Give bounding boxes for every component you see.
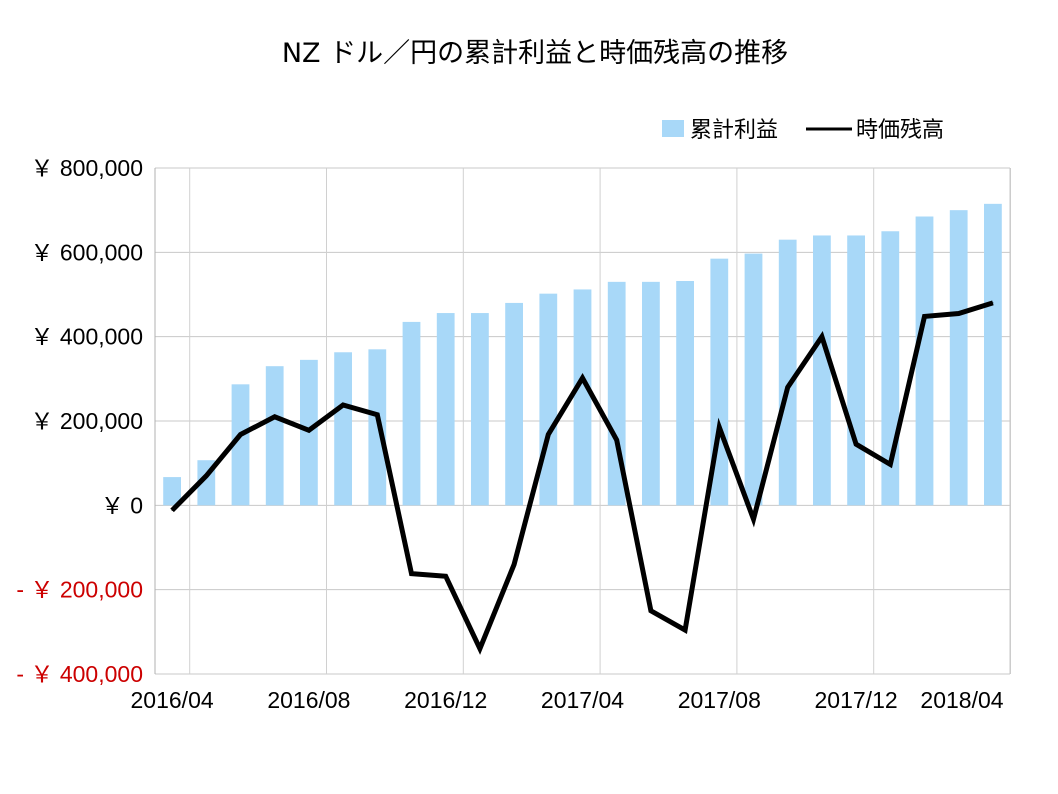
y-tick-label: ￥ 0 <box>101 492 143 518</box>
point-market-value <box>205 475 207 477</box>
y-tick-label: ￥ 800,000 <box>30 155 143 181</box>
point-market-value <box>684 629 686 631</box>
point-market-value <box>513 563 515 565</box>
bar-cumulative-profit <box>847 235 865 506</box>
x-tick-label: 2017/12 <box>815 687 898 713</box>
x-tick-label: 2016/04 <box>131 687 214 713</box>
bar-cumulative-profit <box>471 313 489 506</box>
bar-cumulative-profit <box>334 352 352 506</box>
bar-cumulative-profit <box>949 210 968 506</box>
bar-cumulative-profit <box>436 313 455 506</box>
y-tick-label: - ￥ 200,000 <box>16 577 143 603</box>
bar-series <box>163 203 1002 506</box>
bar-cumulative-profit <box>676 281 694 506</box>
legend-label-cumulative-profit: 累計利益 <box>690 118 778 143</box>
point-market-value <box>616 439 618 441</box>
bar-cumulative-profit <box>915 216 934 506</box>
x-tick-label: 2018/04 <box>920 687 1003 713</box>
bar-cumulative-profit <box>402 321 421 506</box>
point-market-value <box>479 648 481 650</box>
bar-cumulative-profit <box>231 384 250 506</box>
point-market-value <box>924 315 925 317</box>
bar-cumulative-profit <box>163 477 181 506</box>
legend-swatch-cumulative-profit <box>662 120 684 137</box>
point-market-value <box>958 312 960 314</box>
point-market-value <box>171 509 173 511</box>
point-market-value <box>650 610 652 612</box>
x-tick-label: 2016/08 <box>267 687 350 713</box>
point-market-value <box>342 404 344 406</box>
point-market-value <box>582 377 583 379</box>
point-market-value <box>308 429 310 431</box>
point-market-value <box>821 336 823 338</box>
bar-cumulative-profit <box>539 293 558 506</box>
point-market-value <box>547 433 549 435</box>
point-market-value <box>240 433 241 435</box>
legend: 累計利益 時価残高 <box>662 118 944 143</box>
point-market-value <box>992 302 994 304</box>
point-market-value <box>855 443 857 445</box>
point-market-value <box>889 463 891 465</box>
bar-cumulative-profit <box>607 281 626 506</box>
y-tick-label: ￥ 200,000 <box>30 408 143 434</box>
bar-cumulative-profit <box>984 203 1002 506</box>
bar-cumulative-profit <box>368 349 387 506</box>
bar-cumulative-profit <box>573 289 592 506</box>
grid <box>154 167 1011 675</box>
bar-cumulative-profit <box>778 239 797 506</box>
point-market-value <box>787 386 789 388</box>
y-tick-label: - ￥ 400,000 <box>16 661 143 687</box>
axes: ￥ 800,000 ￥ 600,000 ￥ 400,000 ￥ 200,000 ￥ 0 -… <box>16 155 1003 713</box>
bar-cumulative-profit <box>744 253 763 506</box>
point-market-value <box>445 575 447 577</box>
y-tick-label: ￥ 400,000 <box>30 324 143 350</box>
bar-cumulative-profit <box>265 366 284 506</box>
point-market-value <box>753 518 754 520</box>
bar-cumulative-profit <box>642 281 660 506</box>
line-series <box>170 300 994 655</box>
x-tick-label: 2017/04 <box>541 687 624 713</box>
bar-cumulative-profit <box>813 235 831 506</box>
y-tick-label: ￥ 600,000 <box>30 239 143 265</box>
point-market-value <box>274 416 276 418</box>
legend-label-market-value: 時価残高 <box>856 118 944 143</box>
chart-title: NZ ドル／円の累計利益と時価残高の推移 <box>282 38 788 69</box>
x-tick-label: 2017/08 <box>678 687 761 713</box>
point-market-value <box>718 426 720 428</box>
point-market-value <box>376 414 378 416</box>
x-tick-label: 2016/12 <box>404 687 487 713</box>
point-market-value <box>411 573 412 575</box>
bar-cumulative-profit <box>505 302 523 506</box>
